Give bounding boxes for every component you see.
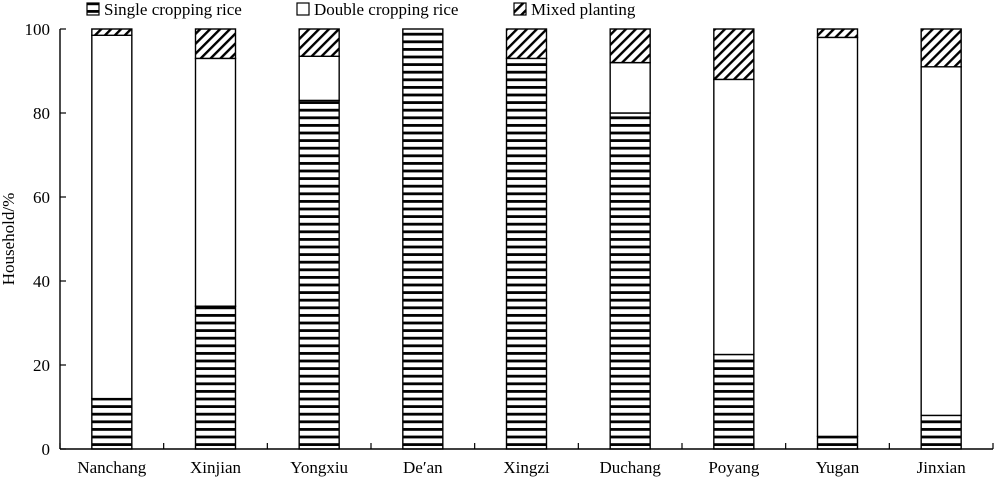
- legend-swatch-mixed-planting: [513, 2, 527, 16]
- legend-label-double-cropping-rice: Double cropping rice: [314, 0, 458, 19]
- y-axis-title: Household/%: [0, 193, 18, 286]
- bar-group-yongxiu: [298, 28, 340, 450]
- bar-double-cropping-rice-poyang: [713, 78, 755, 356]
- bar-mixed-planting-jinxian: [920, 28, 962, 68]
- bar-single-cropping-rice-yugan: [816, 435, 859, 450]
- x-tick-label-de-an: De′an: [403, 458, 443, 477]
- bar-single-cropping-rice-xingzi: [505, 57, 548, 450]
- y-tick-label: 80: [33, 104, 50, 123]
- bar-mixed-planting-yongxiu: [298, 28, 340, 57]
- x-tick-label-poyang: Poyang: [708, 458, 760, 477]
- x-tick-label-xingzi: Xingzi: [503, 458, 550, 477]
- bar-double-cropping-rice-yugan: [816, 36, 859, 438]
- bar-mixed-planting-yugan: [816, 28, 859, 39]
- y-tick-label: 100: [25, 20, 51, 39]
- bar-double-cropping-rice-xinjian: [194, 57, 237, 307]
- bar-single-cropping-rice-poyang: [713, 353, 755, 450]
- bar-group-nanchang: [91, 28, 133, 450]
- bar-group-xingzi: [505, 28, 548, 450]
- bar-group-poyang: [713, 28, 755, 450]
- bar-double-cropping-rice-yongxiu: [298, 55, 340, 102]
- bar-group-xinjian: [194, 28, 237, 450]
- bar-double-cropping-rice-duchang: [609, 61, 651, 114]
- axes: 0 20 40 60 80 100 Nanchang Xinjian Yongxiu De′an X…: [25, 20, 994, 477]
- x-tick-label-yongxiu: Yongxiu: [290, 458, 348, 477]
- y-tick-label: 0: [42, 440, 51, 459]
- bar-group-yugan: [816, 28, 859, 450]
- bar-group-duchang: [609, 28, 651, 450]
- y-tick-label: 20: [33, 356, 50, 375]
- x-tick-label-jinxian: Jinxian: [917, 458, 967, 477]
- bar-mixed-planting-xingzi: [505, 28, 548, 60]
- y-tick-label: 60: [33, 188, 50, 207]
- x-tick-label-duchang: Duchang: [599, 458, 661, 477]
- bar-single-cropping-rice-yongxiu: [298, 99, 340, 450]
- x-tick-label-yugan: Yugan: [816, 458, 860, 477]
- y-tick-label: 40: [33, 272, 50, 291]
- bar-double-cropping-rice-jinxian: [920, 66, 962, 417]
- bar-mixed-planting-nanchang: [91, 28, 133, 37]
- bar-single-cropping-rice-nanchang: [91, 397, 133, 450]
- bar-mixed-planting-xinjian: [194, 28, 237, 60]
- legend-label-single-cropping-rice: Single cropping rice: [104, 0, 242, 19]
- legend-item-single-cropping-rice: Single cropping rice: [86, 0, 242, 19]
- legend-swatch-double-cropping-rice: [296, 2, 310, 16]
- bars: [91, 28, 962, 450]
- legend-label-mixed-planting: Mixed planting: [531, 0, 636, 19]
- x-tick-label-xinjian: Xinjian: [190, 458, 241, 477]
- bar-group-jinxian: [920, 28, 962, 450]
- legend-item-mixed-planting: Mixed planting: [513, 0, 636, 19]
- bar-mixed-planting-duchang: [609, 28, 651, 64]
- legend: Single cropping rice Double cropping rice…: [86, 0, 636, 19]
- bar-single-cropping-rice-duchang: [609, 112, 651, 450]
- bar-single-cropping-rice-xinjian: [194, 305, 237, 450]
- bar-single-cropping-rice-de-an: [402, 28, 444, 450]
- bar-group-de-an: [402, 28, 444, 450]
- legend-item-double-cropping-rice: Double cropping rice: [296, 0, 458, 19]
- bar-mixed-planting-poyang: [713, 28, 755, 81]
- bar-single-cropping-rice-jinxian: [920, 414, 962, 450]
- x-tick-label-nanchang: Nanchang: [77, 458, 146, 477]
- legend-swatch-single-cropping-rice: [86, 2, 100, 16]
- bar-double-cropping-rice-nanchang: [91, 34, 133, 400]
